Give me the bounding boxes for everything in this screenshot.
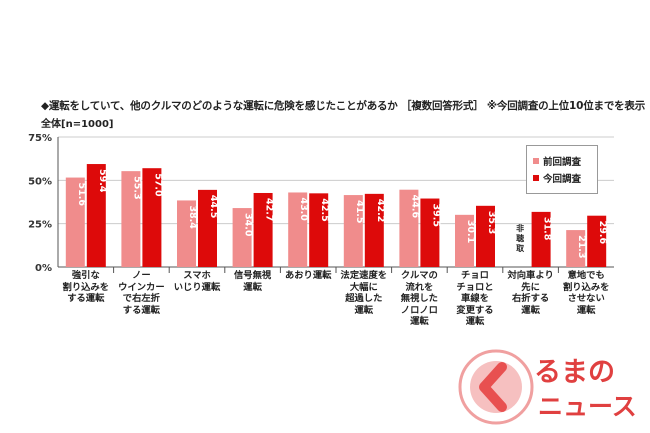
bar-value-label: 43.0 xyxy=(298,197,309,221)
x-category-label: 法定速度を 大幅に 超過した 運転 xyxy=(340,270,388,316)
legend-item-current: 今回調査 xyxy=(533,171,591,185)
bar-previous xyxy=(121,171,141,267)
bar-current xyxy=(198,189,217,267)
x-category-label: スマホ いじり運転 xyxy=(173,270,221,293)
bar-previous xyxy=(399,189,419,267)
sample-size: 全体[n=1000] xyxy=(41,119,114,130)
x-category-label: 対向車より 先に 右折する 運転 xyxy=(507,270,554,316)
y-tick-label: 0% xyxy=(35,263,52,274)
bar-value-label: 44.5 xyxy=(208,195,219,218)
annotation-not-asked: 非聴取 xyxy=(516,223,524,253)
x-category-label: チョロ チョロと 車線を 変更する 運転 xyxy=(456,270,494,327)
legend-swatch-previous xyxy=(533,158,539,164)
bar-value-label: 30.1 xyxy=(465,220,476,243)
bar-previous xyxy=(65,177,85,267)
bar-previous xyxy=(288,192,308,267)
legend-label-previous: 前回調査 xyxy=(543,157,582,168)
logo-text-top: るまの xyxy=(534,357,615,388)
bar-current xyxy=(420,198,440,267)
legend-label-current: 今回調査 xyxy=(543,174,582,185)
legend: 前回調査 今回調査 xyxy=(526,145,598,194)
legend-item-previous: 前回調査 xyxy=(533,154,591,168)
bar-current xyxy=(531,211,551,267)
bar-value-label: 38.4 xyxy=(187,205,198,229)
bar-value-label: 35.3 xyxy=(486,211,497,234)
bar-current xyxy=(587,215,607,267)
y-tick-label: 75% xyxy=(28,133,52,144)
x-category-label: 意地でも 割り込みを させない 運転 xyxy=(562,270,610,316)
y-tick-label: 25% xyxy=(28,220,52,231)
bar-previous xyxy=(455,214,474,267)
bar-current xyxy=(364,193,384,267)
bar-previous xyxy=(177,200,196,267)
bar-current xyxy=(86,164,106,267)
bar-value-label: 42.2 xyxy=(375,199,386,222)
bar-value-label: 21.3 xyxy=(576,235,587,258)
bar-value-label: 29.6 xyxy=(597,221,608,245)
bar-value-label: 39.5 xyxy=(430,204,441,227)
x-category-label: 信号無視 運転 xyxy=(233,270,272,293)
bar-value-label: 42.7 xyxy=(264,198,275,221)
bar-value-label: 59.4 xyxy=(97,169,108,193)
bar-current xyxy=(253,192,273,267)
x-category-label: ノー ウインカー で右左折 する運転 xyxy=(118,270,165,316)
x-category-label: 強引な 割り込みを する運転 xyxy=(62,270,110,304)
bar-value-label: 31.8 xyxy=(542,217,553,241)
bar-value-label: 55.3 xyxy=(131,176,142,199)
bar-value-label: 57.0 xyxy=(152,173,163,197)
y-tick-label: 50% xyxy=(28,176,52,187)
bar-previous xyxy=(232,208,252,267)
chart-title: ◆運転をしていて、他のクルマのどのような運転に危険を感じたことがあるか ［複数回… xyxy=(41,100,646,112)
bar-value-label: 41.5 xyxy=(354,200,365,223)
kurumano-news-logo: るまの ニュース xyxy=(458,349,637,425)
logo-text-bottom: ニュース xyxy=(538,392,637,421)
bar-value-label: 42.5 xyxy=(319,198,330,221)
bar-current xyxy=(476,205,495,267)
bar-value-label: 34.0 xyxy=(243,213,254,237)
bar-value-label: 44.6 xyxy=(409,195,420,219)
bar-previous xyxy=(566,230,586,267)
legend-swatch-current xyxy=(533,175,539,181)
x-category-label: クルマの 流れを 無視した ノロノロ 運転 xyxy=(400,270,438,327)
x-category-label: あおり運転 xyxy=(284,270,332,281)
bar-current xyxy=(309,193,329,267)
bar-previous xyxy=(343,195,363,267)
bar-value-label: 51.6 xyxy=(76,183,87,207)
bar-current xyxy=(142,168,162,267)
